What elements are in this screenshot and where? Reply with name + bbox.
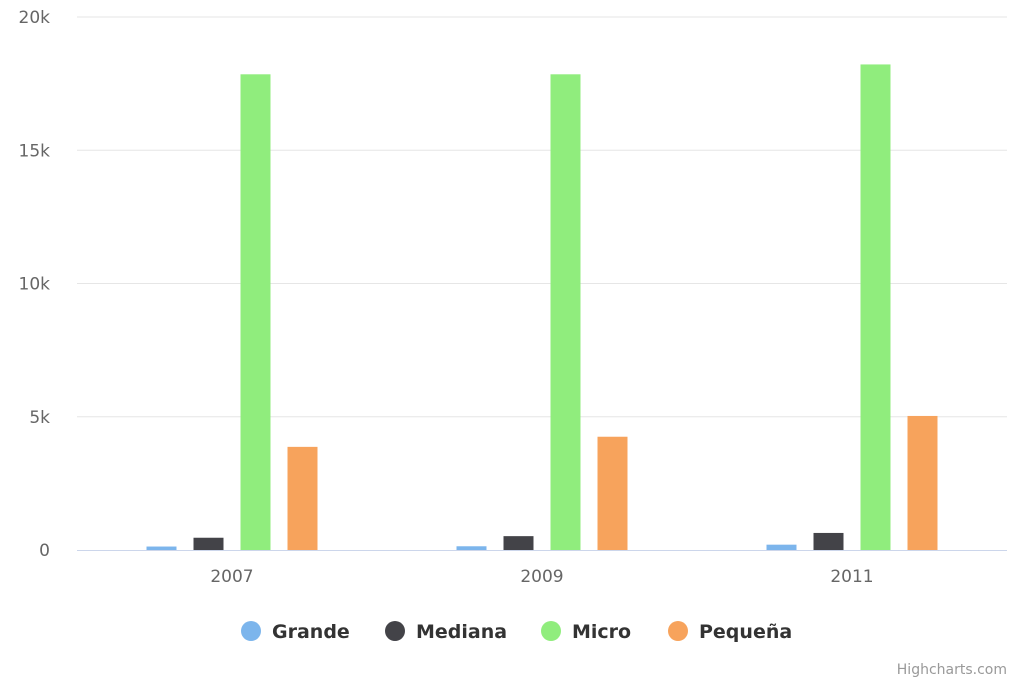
legend-label: Grande	[272, 621, 350, 643]
bar-mediana-2011[interactable]	[813, 532, 844, 550]
bar-micro-2009[interactable]	[550, 74, 581, 551]
x-tick-label: 2009	[520, 567, 563, 587]
grid	[77, 16, 1007, 418]
legend-item-micro[interactable]: Micro	[541, 621, 631, 643]
x-tick-label: 2011	[830, 567, 873, 587]
y-tick-label: 15k	[19, 141, 51, 161]
bar-mediana-2009[interactable]	[503, 536, 534, 550]
bar-peque-a-2007[interactable]	[287, 446, 318, 550]
legend-item-grande[interactable]: Grande	[241, 621, 350, 643]
y-tick-label: 10k	[19, 275, 51, 295]
bars	[146, 64, 938, 551]
legend-marker	[541, 621, 561, 641]
legend-label: Mediana	[416, 621, 507, 643]
legend-label: Micro	[572, 621, 631, 643]
bar-peque-a-2009[interactable]	[597, 436, 628, 550]
bar-mediana-2007[interactable]	[193, 537, 224, 550]
legend-item-mediana[interactable]: Mediana	[385, 621, 507, 643]
x-tick-label: 2007	[210, 567, 253, 587]
y-axis-ticks: 0 5k 10k 15k 20k	[19, 8, 51, 561]
bar-grande-2011[interactable]	[766, 544, 797, 550]
bar-micro-2011[interactable]	[860, 64, 891, 550]
y-tick-label: 5k	[29, 408, 50, 428]
bar-peque-a-2011[interactable]	[907, 415, 938, 550]
legend-marker	[385, 621, 405, 641]
legend-label: Pequeña	[699, 621, 792, 643]
legend[interactable]: Grande Mediana Micro Pequeña	[241, 621, 792, 643]
y-tick-label: 0	[39, 541, 50, 561]
x-axis-ticks: 2007 2009 2011	[210, 567, 873, 587]
bar-grande-2009[interactable]	[456, 546, 487, 550]
legend-marker	[668, 621, 688, 641]
y-tick-label: 20k	[19, 8, 51, 28]
legend-marker	[241, 621, 261, 641]
bar-grande-2007[interactable]	[146, 546, 177, 550]
bar-micro-2007[interactable]	[240, 74, 271, 551]
legend-item-peque-a[interactable]: Pequeña	[668, 621, 792, 643]
credits-text[interactable]: Highcharts.com	[897, 662, 1007, 678]
